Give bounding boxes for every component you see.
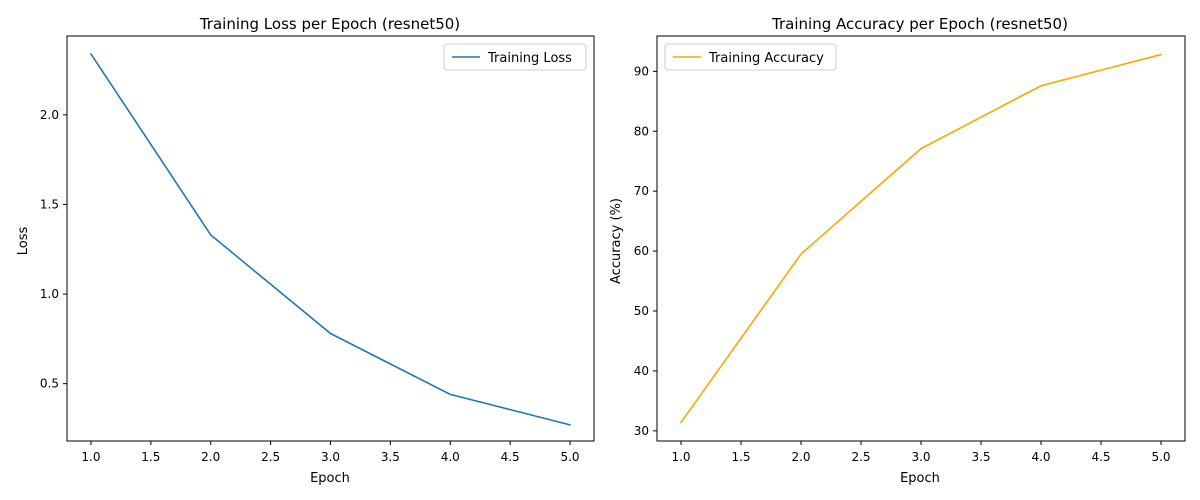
legend-label: Training Accuracy: [708, 51, 824, 66]
x-tick-label: 2.5: [261, 450, 280, 464]
y-tick-label: 1.5: [40, 197, 59, 211]
x-tick-label: 5.0: [560, 450, 579, 464]
x-tick-label: 1.5: [731, 450, 750, 464]
x-tick-label: 3.0: [321, 450, 340, 464]
x-axis-label: Epoch: [900, 471, 940, 486]
x-tick-label: 2.0: [201, 450, 220, 464]
x-tick-label: 3.5: [381, 450, 400, 464]
y-tick-label: 80: [634, 124, 649, 138]
x-tick-label: 4.5: [1091, 450, 1110, 464]
chart-title: Training Loss per Epoch (resnet50): [199, 15, 460, 33]
series-line: [90, 53, 571, 426]
x-tick-label: 3.0: [911, 450, 930, 464]
x-tick-label: 3.5: [971, 450, 990, 464]
series-line: [680, 53, 1162, 424]
legend: Training Loss: [443, 43, 587, 71]
y-tick-label: 1.0: [40, 287, 59, 301]
x-tick-label: 4.0: [441, 450, 460, 464]
y-tick-label: 70: [634, 184, 649, 198]
x-tick-label: 2.5: [851, 450, 870, 464]
plot-area: [66, 35, 595, 442]
y-tick-label: 50: [634, 304, 649, 318]
x-tick-label: 4.5: [501, 450, 520, 464]
y-axis-label: Accuracy (%): [609, 198, 624, 284]
y-tick-label: 60: [634, 244, 649, 258]
x-tick-label: 5.0: [1151, 450, 1170, 464]
x-tick-label: 1.5: [141, 450, 160, 464]
legend: Training Accuracy: [664, 43, 837, 71]
legend-label: Training Loss: [487, 51, 572, 66]
x-tick-label: 1.0: [81, 450, 100, 464]
x-tick-label: 1.0: [671, 450, 690, 464]
accuracy-chart: Training Accuracy per Epoch (resnet50) E…: [609, 15, 1186, 486]
y-tick-label: 90: [634, 64, 649, 78]
legend-box: [664, 43, 837, 71]
y-tick-label: 40: [634, 364, 649, 378]
x-axis-label: Epoch: [310, 471, 350, 486]
legend-box: [443, 43, 587, 71]
plot-area: [656, 35, 1186, 442]
y-tick-label: 30: [634, 424, 649, 438]
chart-title: Training Accuracy per Epoch (resnet50): [771, 15, 1068, 33]
y-axis-label: Loss: [16, 227, 31, 256]
loss-chart: Training Loss per Epoch (resnet50) Epoch…: [16, 15, 595, 486]
y-tick-label: 2.0: [40, 108, 59, 122]
y-tick-label: 0.5: [40, 377, 59, 391]
x-tick-label: 2.0: [791, 450, 810, 464]
x-tick-label: 4.0: [1031, 450, 1050, 464]
